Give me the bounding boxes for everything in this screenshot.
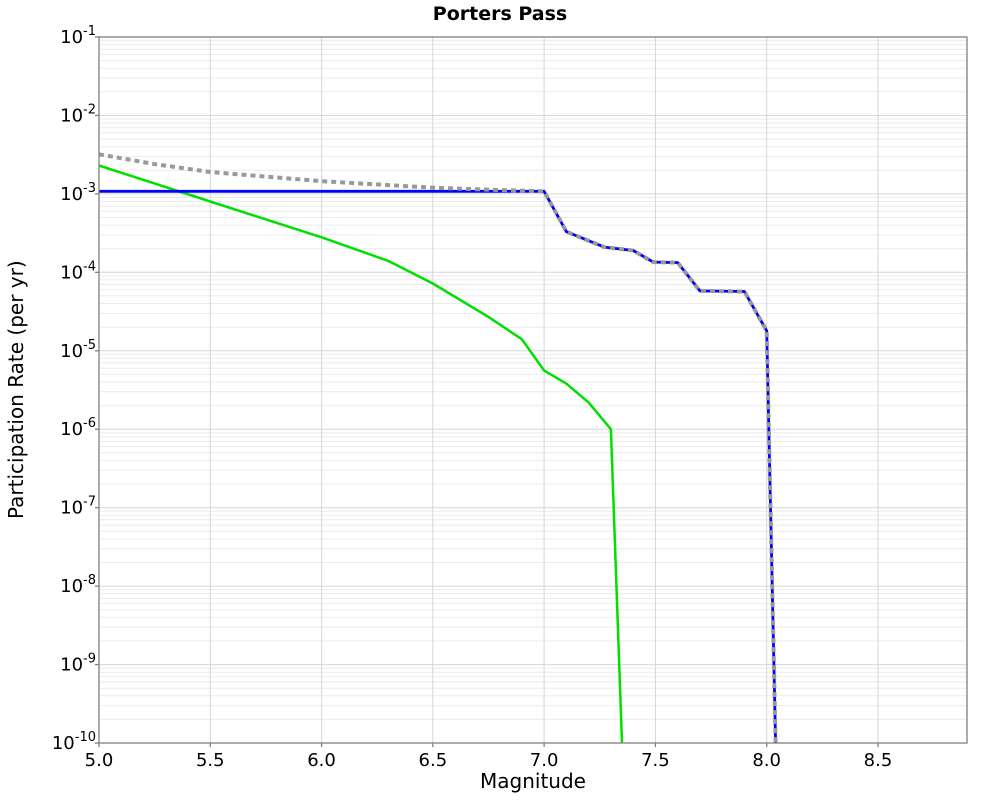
x-axis-label: Magnitude — [480, 769, 586, 793]
y-tick-label: 10-9 — [60, 652, 96, 676]
x-tick-label: 7.5 — [641, 750, 670, 771]
y-tick-label: 10-4 — [60, 259, 96, 283]
x-tick-label: 5.0 — [85, 750, 114, 771]
y-tick-label: 10-5 — [60, 338, 96, 362]
x-tick-label: 8.0 — [752, 750, 781, 771]
x-tick-label: 7.0 — [530, 750, 559, 771]
y-tick-label: 10-8 — [60, 573, 96, 597]
y-tick-label: 10-10 — [52, 730, 96, 754]
y-tick-label: 10-7 — [60, 495, 96, 519]
plot-border — [98, 36, 968, 744]
major-gridlines — [98, 36, 967, 744]
series-green-solid-curve — [98, 164, 624, 744]
x-tick-label: 6.5 — [419, 750, 448, 771]
x-tick-label: 6.0 — [307, 750, 336, 771]
series-blue-solid-curve — [99, 189, 777, 744]
minor-gridlines — [99, 40, 967, 720]
chart-title: Porters Pass — [432, 3, 568, 25]
axes: 5.0 5.5 6.0 6.5 7.0 7.5 8.0 8.5 10-1 10-2 10-3 10-4… — [52, 24, 968, 771]
data-series — [98, 152, 778, 744]
y-tick-label: 10-2 — [60, 102, 96, 126]
y-tick-label: 10-1 — [60, 24, 96, 48]
x-tick-label: 5.5 — [196, 750, 225, 771]
y-tick-label: 10-3 — [60, 181, 96, 205]
x-tick-label: 8.5 — [864, 750, 893, 771]
y-tick-label: 10-6 — [60, 416, 96, 440]
series-gray-dotted-curve — [98, 152, 778, 744]
